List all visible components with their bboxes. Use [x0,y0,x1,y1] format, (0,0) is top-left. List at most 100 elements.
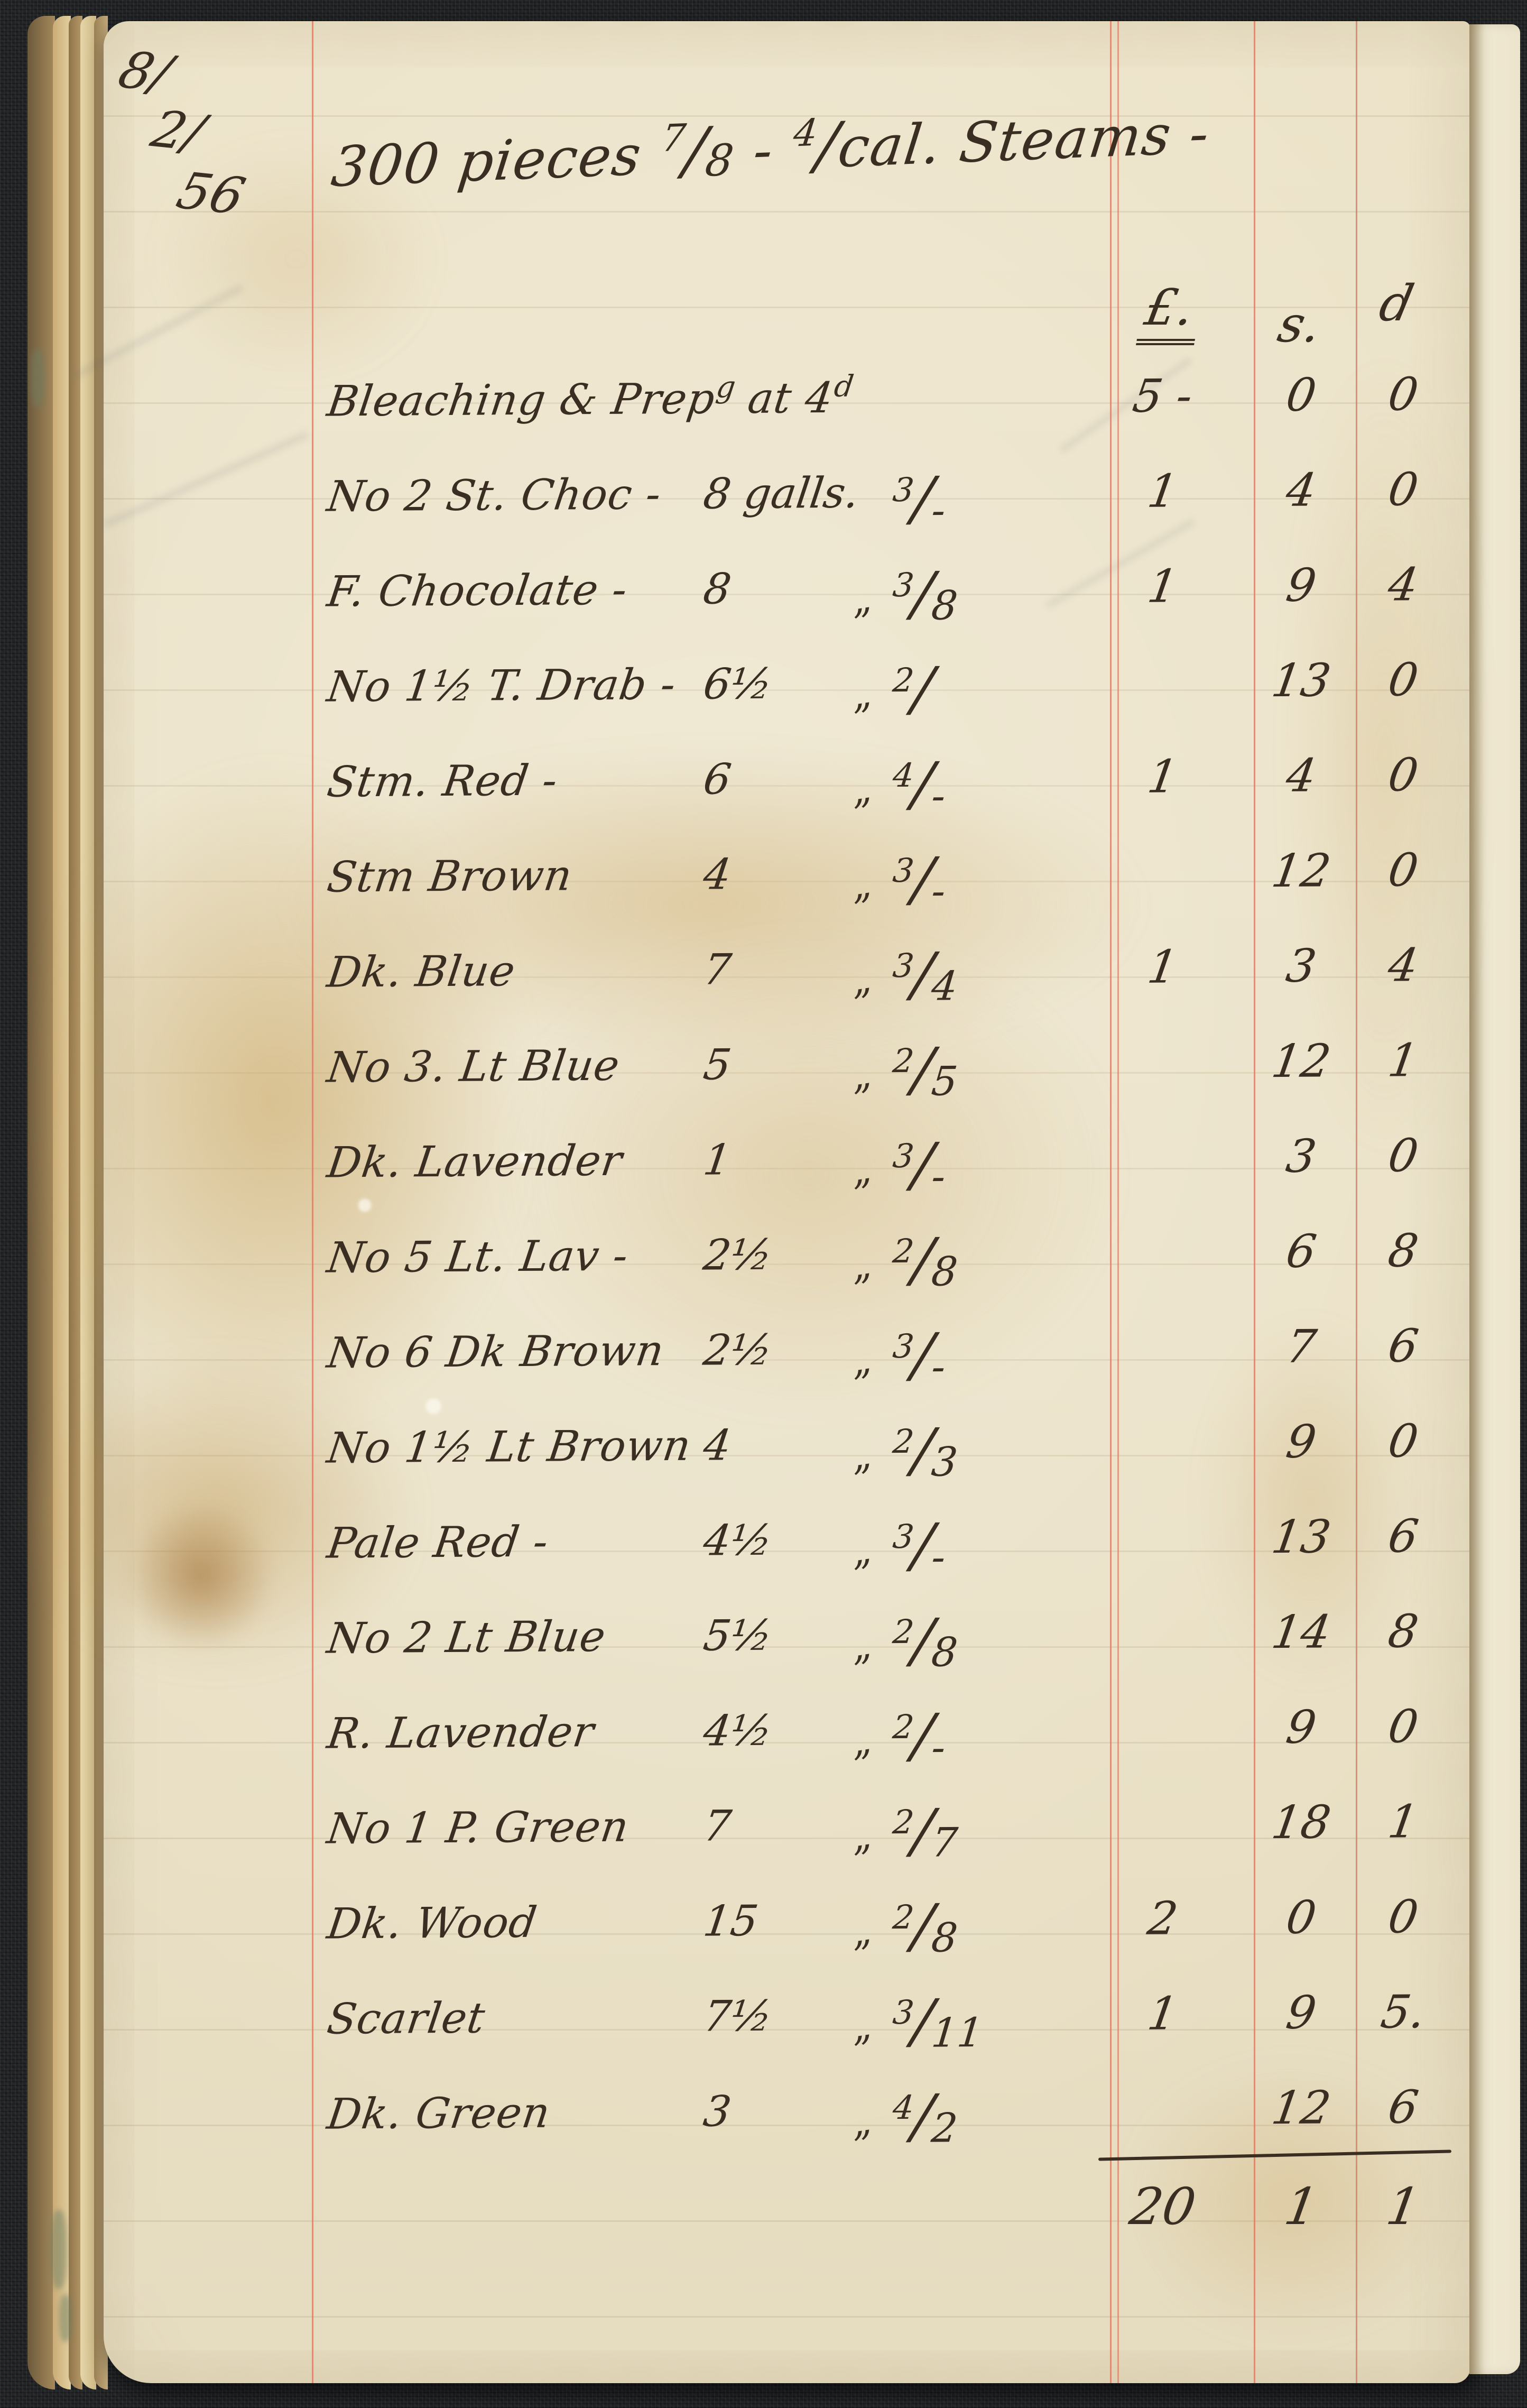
row-quantity: 4 [700,850,734,899]
row-price: 2/5 [889,1035,961,1105]
row-shillings: 12 [1268,1035,1335,1088]
ditto-mark: „ [847,1051,874,1099]
row-description: No 1 P. Green [325,1802,632,1853]
row-quantity: 6 [700,754,734,804]
row-quantity: 2½ [700,1325,775,1375]
ditto-mark: „ [847,2098,874,2145]
row-price: 3/- [889,1511,950,1581]
row-description-text: at 4 [731,373,837,423]
price-pence: 8 [929,582,960,629]
edge-speck [51,2210,67,2289]
row-price: 3/11 [889,1987,987,2056]
price-shillings: 3 [891,1517,916,1556]
edge-speck [59,2294,72,2342]
row-pounds: 1 [1144,465,1181,518]
row-description: No 2 St. Choc - [325,469,664,521]
ditto-mark: „ [847,1622,874,1669]
row-pence: 0 [1384,368,1422,421]
row-pence: 0 [1384,1700,1422,1754]
row-description-text: Pale Red - [324,1517,552,1568]
row-price: 2/8 [889,1892,961,1961]
price-shillings: 2 [891,660,916,700]
row-description-text: Bleaching & Prep [324,374,718,426]
row-description-text: Dk. Lavender [324,1136,626,1187]
row-quantity: 3 [700,2087,734,2136]
stain [497,930,1121,1417]
price-pence: 8 [929,1248,960,1295]
row-pounds: 1 [1144,750,1181,804]
row-shillings: 0 [1282,1891,1320,1944]
row-description: Stm Brown [325,851,576,901]
ledger-row: Dk. Lavender 1 „ 3/- 3 0 [324,1129,1472,1229]
price-shillings: 3 [891,470,916,510]
row-shillings: 12 [1268,2081,1335,2135]
edge-speck [31,349,44,407]
row-price: 2/8 [889,1606,961,1676]
row-quantity: 7½ [700,1991,775,2041]
ditto-mark: „ [847,1813,874,1860]
row-price: 3/- [889,464,950,534]
row-description-text: F. Chocolate - [324,565,631,616]
ledger-row: R. Lavender 4½ „ 2/- 9 0 [325,1700,1472,1800]
row-description: No 6 Dk Brown [325,1326,668,1378]
stain [159,143,433,375]
row-description: No 3. Lt Blue [325,1041,623,1092]
row-quantity: 1 [700,1135,734,1185]
row-description: F. Chocolate - [325,565,631,616]
row-pence: 6 [1384,2081,1422,2134]
ditto-mark: „ [847,956,874,1003]
total-row: 20 1 1 [328,2177,1472,2267]
next-page-sliver [1469,24,1520,2374]
price-pence: 8 [929,1628,960,1676]
row-quantity: 7 [700,1801,734,1851]
row-pounds: 5 - [1129,370,1196,423]
price-pence: 2 [929,2104,960,2152]
price-pence: 3 [929,1438,960,1486]
heading-text: 300 pieces [328,123,646,200]
pound-column-rule-double [1117,21,1119,2383]
row-description-superscript: d [832,369,856,404]
row-shillings: 13 [1268,654,1335,708]
row-pence: 5. [1377,1986,1429,2039]
row-pence: 0 [1384,463,1422,516]
heading-text: cal. [835,111,946,180]
row-description-text: No 6 Dk Brown [324,1326,668,1378]
row-description-text: No 5 Lt. Lav - [324,1231,632,1283]
row-description: Dk. Blue [325,946,519,997]
price-pence: 8 [929,1914,960,1961]
heading-dash: - [749,117,778,183]
price-pence: 7 [929,1819,960,1866]
row-pence: 0 [1384,1415,1422,1468]
price-pence: 11 [929,2008,985,2056]
row-price: 4/- [889,750,950,819]
price-shillings: 2 [891,1802,916,1842]
row-pounds: 1 [1144,1987,1181,2041]
price-shillings: 2 [891,1041,916,1081]
ledger-row: No 1½ T. Drab - 6½ „ 2/ 13 0 [325,653,1472,753]
price-shillings: 3 [891,851,916,890]
row-description-text: Scarlet [324,1993,488,2044]
row-quantity: 7 [700,945,734,994]
row-pounds: 2 [1144,1892,1181,1945]
ditto-mark: „ [847,1147,874,1194]
row-price: 2/7 [889,1796,961,1866]
row-pence: 0 [1384,1129,1422,1183]
row-shillings: 13 [1268,1510,1335,1564]
price-shillings: 2 [891,1707,916,1747]
heading-fraction-denominator: 8 [702,135,737,187]
ledger-row: No 1 P. Green 7 „ 2/7 18 1 [325,1795,1472,1895]
ditto-mark: „ [847,766,874,813]
row-shillings: 3 [1282,939,1320,993]
stain [1290,359,1480,1152]
stain [127,1501,275,1649]
ledger-row: No 3. Lt Blue 5 „ 2/5 12 1 [325,1034,1472,1133]
row-pence: 8 [1384,1224,1422,1278]
row-shillings: 3 [1282,1130,1320,1183]
row-price: 2/3 [889,1416,961,1486]
price-shillings: 3 [891,1992,916,2032]
row-description: No 1½ T. Drab - [325,660,679,712]
row-quantity: 4½ [700,1705,775,1756]
row-quantity: 5½ [700,1610,775,1660]
row-quantity: 4 [700,1420,734,1470]
